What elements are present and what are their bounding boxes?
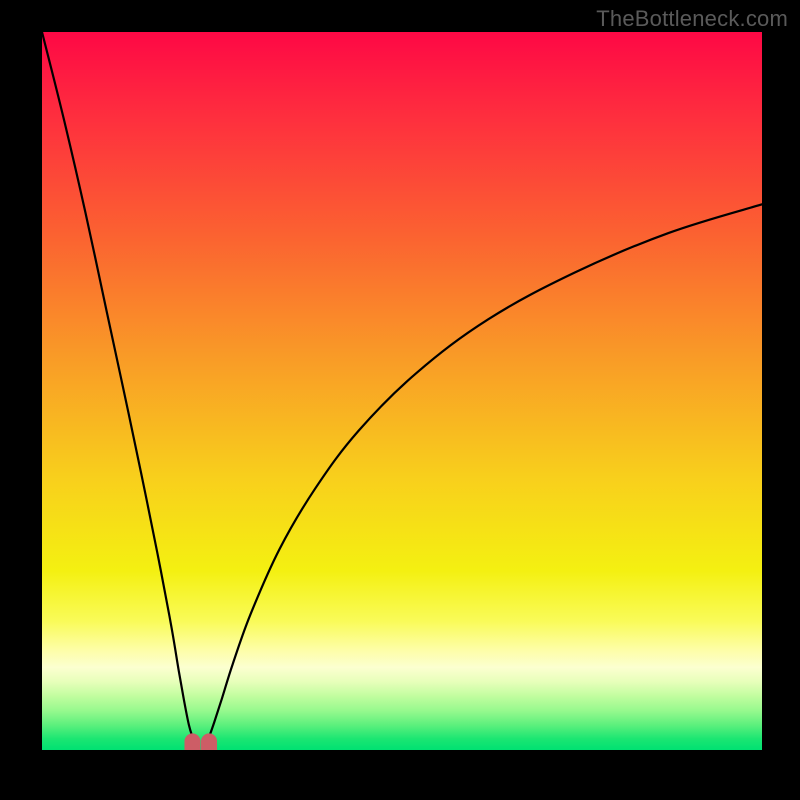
plot-area [42,32,762,759]
figure-container: TheBottleneck.com [0,0,800,800]
watermark-text: TheBottleneck.com [596,6,788,32]
bottleneck-chart [0,0,800,800]
plot-background-gradient [42,32,762,750]
